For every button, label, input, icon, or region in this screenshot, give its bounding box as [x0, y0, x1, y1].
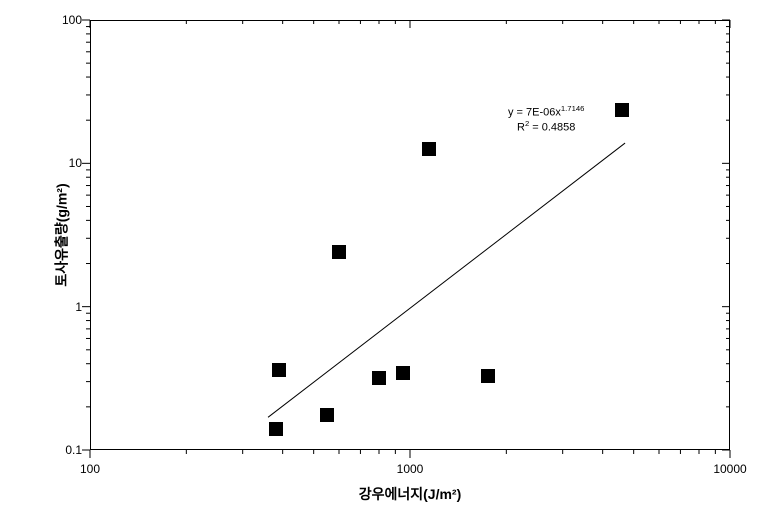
scatter-point	[332, 245, 346, 259]
scatter-point	[272, 363, 286, 377]
x-tick-label: 100	[80, 462, 100, 476]
eq2-suffix: = 0.4858	[529, 121, 575, 133]
y-axis-label-text: 토사유출량(g/m²)	[54, 183, 70, 286]
x-axis-label-text: 강우에너지(J/m²)	[359, 486, 462, 502]
y-axis-label: 토사유출량(g/m²)	[52, 183, 72, 286]
y-tick-label: 100	[32, 13, 82, 27]
x-axis-label: 강우에너지(J/m²)	[359, 484, 462, 504]
equation-line-1: y = 7E-06x1.7146	[508, 104, 584, 119]
y-tick-label: 0.1	[32, 443, 82, 457]
eq1-sup: 1.7146	[561, 104, 585, 113]
scatter-point	[269, 422, 283, 436]
scatter-point	[372, 371, 386, 385]
y-tick-label: 1	[32, 300, 82, 314]
x-tick-label: 10000	[713, 462, 746, 476]
trendline-equation: y = 7E-06x1.7146 R2 = 0.4858	[508, 104, 584, 133]
y-tick-label: 10	[32, 156, 82, 170]
scatter-point	[396, 366, 410, 380]
scatter-point	[615, 103, 629, 117]
trendline-layer	[0, 0, 758, 520]
eq2-prefix: R	[517, 121, 525, 133]
scatter-point	[422, 142, 436, 156]
scatter-point	[320, 408, 334, 422]
equation-line-2: R2 = 0.4858	[508, 119, 584, 134]
x-tick-label: 1000	[397, 462, 424, 476]
chart-container: 0.1 1 10 100 100 1000 10000 토사유출량(g/m²) 강우에너지…	[0, 0, 758, 520]
scatter-point	[481, 369, 495, 383]
eq1-prefix: y = 7E-06x	[508, 107, 561, 119]
